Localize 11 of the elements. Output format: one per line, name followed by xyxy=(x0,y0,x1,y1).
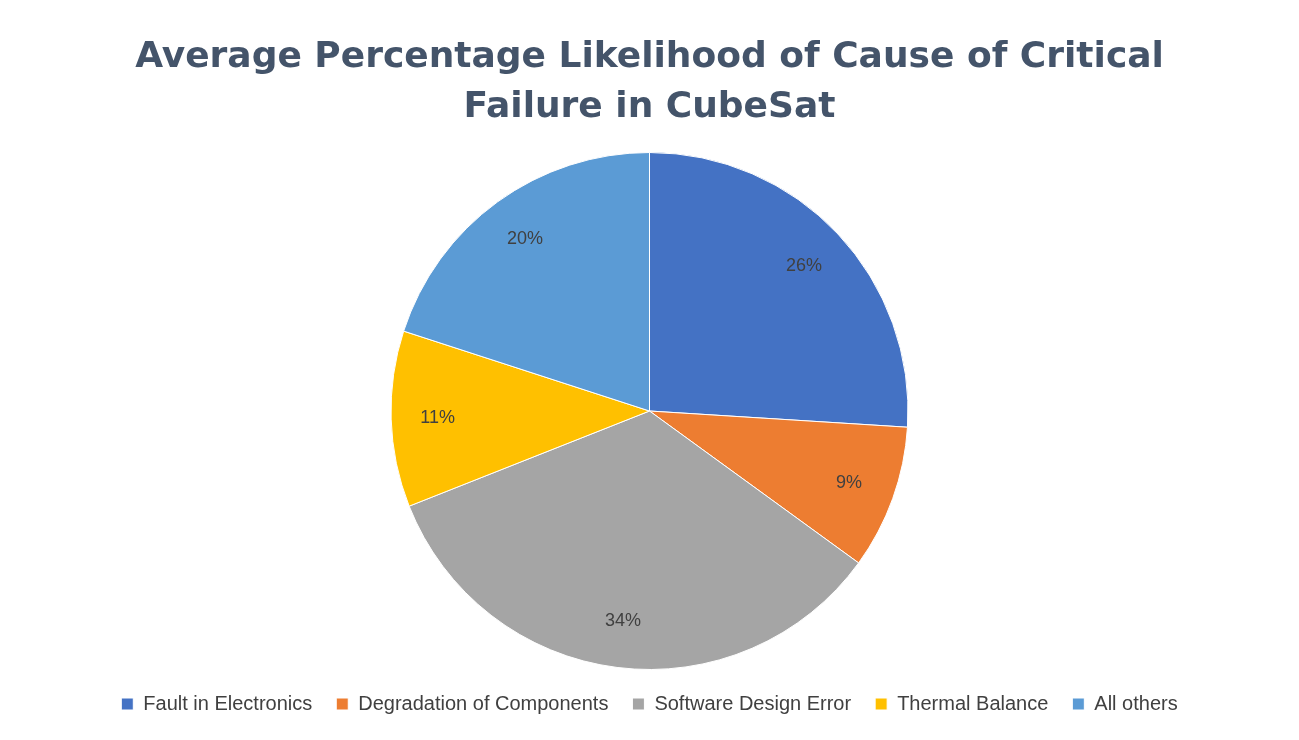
chart-title: Average Percentage Likelihood of Cause of Critical Failure in CubeSat xyxy=(134,33,1165,127)
data-label: 20% xyxy=(506,228,543,249)
legend-label: Degradation of Components xyxy=(358,691,609,714)
data-label: 26% xyxy=(786,254,823,275)
data-label: 34% xyxy=(604,610,641,631)
legend-label: All others xyxy=(1094,691,1178,714)
legend-label: Thermal Balance xyxy=(897,691,1049,714)
legend-label: Fault in Electronics xyxy=(143,691,313,714)
data-label: 11% xyxy=(420,406,455,427)
legend-label: Software Design Error xyxy=(654,691,852,714)
data-label: 9% xyxy=(835,471,862,492)
